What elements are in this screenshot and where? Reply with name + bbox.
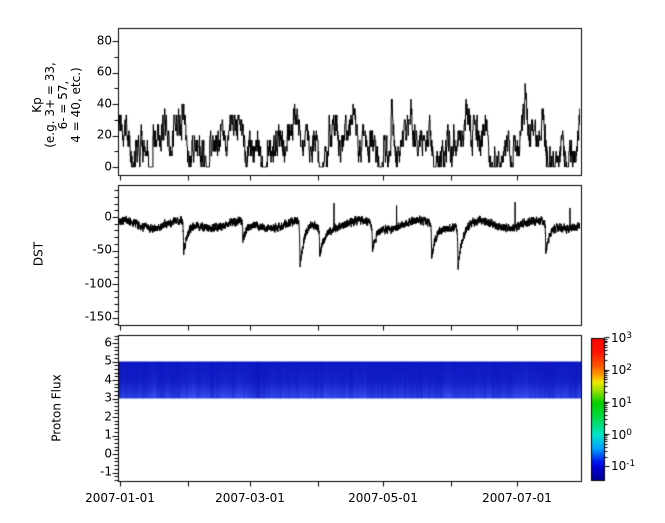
colorbar-tick-base: 10 bbox=[611, 363, 627, 377]
kp-ytick-0: 0 bbox=[104, 159, 112, 174]
colorbar-tick-base: 10 bbox=[611, 428, 627, 442]
colorbar-tick-1e3: 103 bbox=[611, 331, 632, 345]
colorbar-tick-exp: -1 bbox=[626, 459, 636, 469]
flux-ytick-0: 0 bbox=[104, 446, 112, 461]
xtick-2007-05-01: 2007-05-01 bbox=[348, 491, 418, 505]
colorbar-tick-1e0: 100 bbox=[611, 428, 632, 442]
dst-ytick--50: -50 bbox=[92, 242, 112, 257]
flux-ytick-3: 3 bbox=[104, 390, 112, 405]
kp-ytick-20: 20 bbox=[96, 127, 112, 142]
colorbar-tick-1e1: 101 bbox=[611, 396, 632, 410]
xtick-2007-01-01: 2007-01-01 bbox=[85, 491, 155, 505]
kp-axis-label: Kp (e.g. 3+ = 33, 6- = 57, 4 = 40, etc.) bbox=[30, 62, 83, 148]
proton-flux-axis-label: Proton Flux bbox=[49, 374, 64, 442]
colorbar-tick-base: 10 bbox=[611, 459, 627, 473]
dst-ytick--150: -150 bbox=[84, 309, 112, 324]
kp-ytick-40: 40 bbox=[96, 96, 112, 111]
colorbar-tick-1e-1: 10-1 bbox=[611, 459, 635, 473]
flux-ytick-6: 6 bbox=[104, 335, 112, 350]
flux-ytick-1: 1 bbox=[104, 427, 112, 442]
flux-ytick--1: -1 bbox=[100, 464, 112, 479]
colorbar-tick-base: 10 bbox=[611, 396, 627, 410]
dst-ytick--100: -100 bbox=[84, 276, 112, 291]
colorbar-tick-exp: 0 bbox=[626, 428, 633, 438]
colorbar-tick-exp: 1 bbox=[626, 396, 633, 406]
dst-axis-label: DST bbox=[31, 241, 46, 267]
colorbar-tick-base: 10 bbox=[611, 331, 627, 345]
colorbar-tick-1e2: 102 bbox=[611, 363, 632, 377]
flux-ytick-4: 4 bbox=[104, 372, 112, 387]
xtick-2007-07-01: 2007-07-01 bbox=[482, 491, 552, 505]
colorbar-tick-exp: 3 bbox=[626, 331, 633, 341]
dst-ytick-0: 0 bbox=[104, 209, 112, 224]
kp-ytick-60: 60 bbox=[96, 64, 112, 79]
flux-ytick-5: 5 bbox=[104, 353, 112, 368]
kp-ytick-80: 80 bbox=[96, 33, 112, 48]
xtick-2007-03-01: 2007-03-01 bbox=[215, 491, 285, 505]
colorbar-tick-exp: 2 bbox=[626, 363, 633, 373]
flux-ytick-2: 2 bbox=[104, 409, 112, 424]
